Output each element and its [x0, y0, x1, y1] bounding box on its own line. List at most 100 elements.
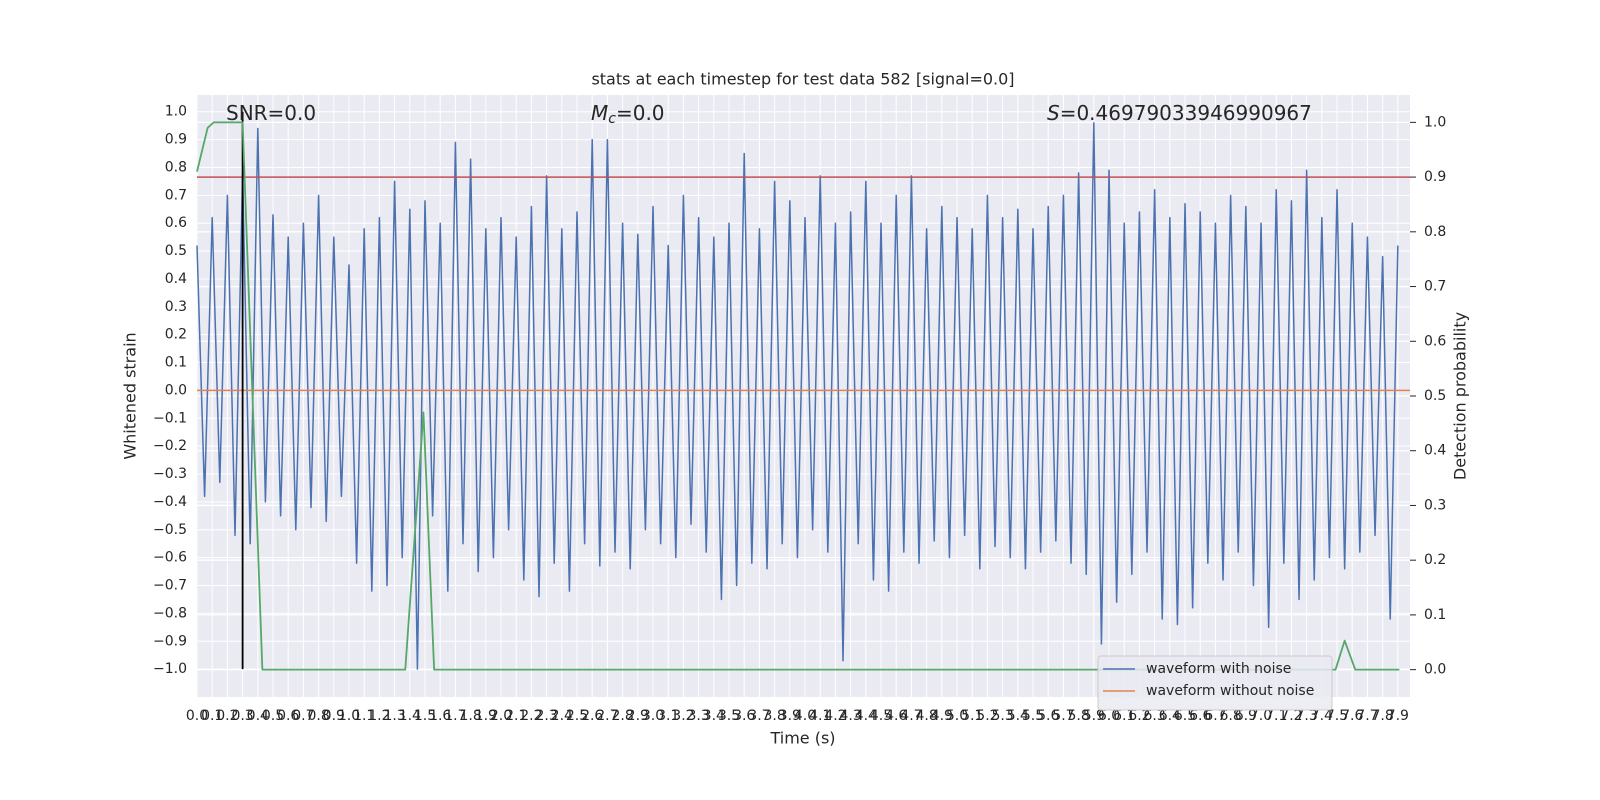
y2-tick-label: 0.7 [1424, 279, 1446, 295]
x-tick-label: 0.0 [186, 708, 208, 724]
x-tick-label: 6.0 [1098, 708, 1120, 724]
x-tick-label: 7.0 [1250, 708, 1272, 724]
x-tick-label: 6.9 [1235, 708, 1257, 724]
y-tick-label: 0.2 [165, 327, 187, 343]
x-tick-label: 0.2 [216, 708, 238, 724]
x-tick-label: 2.7 [596, 708, 618, 724]
x-tick-label: 7.3 [1296, 708, 1318, 724]
y-tick-label: 0.3 [165, 299, 187, 315]
x-tick-label: 3.1 [657, 708, 679, 724]
x-tick-label: 0.7 [292, 708, 314, 724]
y-tick-label: 0.0 [165, 382, 187, 398]
legend-label: waveform with noise [1146, 661, 1291, 677]
x-tick-label: 2.0 [490, 708, 512, 724]
x-tick-label: 5.3 [991, 708, 1013, 724]
x-tick-label: 2.8 [611, 708, 633, 724]
y-tick-label: −0.2 [153, 438, 187, 454]
y-tick-label: −1.0 [153, 661, 187, 677]
x-tick-label: 6.5 [1174, 708, 1196, 724]
y2-tick-label: 0.1 [1424, 607, 1446, 623]
y-tick-label: 0.4 [165, 271, 187, 287]
annotation-text: SNR=0.0 [226, 101, 316, 125]
x-axis-label: Time (s) [769, 729, 835, 748]
y-tick-label: −0.8 [153, 605, 187, 621]
x-tick-label: 6.1 [1113, 708, 1135, 724]
x-tick-label: 1.6 [429, 708, 451, 724]
y-tick-label: −0.6 [153, 550, 187, 566]
x-tick-label: 4.3 [839, 708, 861, 724]
y2-tick-label: 0.9 [1424, 169, 1446, 185]
x-tick-label: 2.6 [581, 708, 603, 724]
x-tick-label: 7.9 [1387, 708, 1409, 724]
series-line [196, 122, 1399, 670]
series-line [196, 121, 1400, 671]
annotation-symbol: S [1047, 101, 1060, 125]
y2-tick-label: 0.5 [1424, 388, 1446, 404]
y-tick-label: 0.1 [165, 355, 187, 371]
x-tick-label: 1.0 [338, 708, 360, 724]
x-tick-label: 3.4 [703, 708, 725, 724]
x-tick-label: 2.5 [566, 708, 588, 724]
x-tick-label: 5.8 [1067, 708, 1089, 724]
x-tick-label: 0.4 [247, 708, 269, 724]
x-tick-label: 7.7 [1356, 708, 1378, 724]
legend-label: waveform without noise [1146, 683, 1314, 699]
x-tick-label: 0.3 [231, 708, 253, 724]
x-tick-label: 3.7 [748, 708, 770, 724]
x-tick-label: 7.1 [1265, 708, 1287, 724]
annotation: S=0.46979033946990967 [1047, 101, 1312, 125]
legend-box [1097, 655, 1333, 711]
x-tick-label: 5.1 [961, 708, 983, 724]
x-tick-label: 5.9 [1083, 708, 1105, 724]
y2-axis-label: Detection probability [1451, 312, 1470, 480]
x-tick-label: 4.2 [824, 708, 846, 724]
y-tick-label: −0.4 [153, 494, 187, 510]
labels: 0.00.10.20.30.40.50.60.70.80.91.01.11.21… [153, 101, 1446, 725]
x-tick-label: 4.0 [794, 708, 816, 724]
x-tick-label: 6.8 [1220, 708, 1242, 724]
x-tick-label: 1.7 [444, 708, 466, 724]
annotation-text: =0.0 [616, 101, 665, 125]
y-tick-label: 0.6 [165, 215, 187, 231]
x-tick-label: 3.8 [763, 708, 785, 724]
x-tick-label: 1.9 [475, 708, 497, 724]
y-tick-label: −0.7 [153, 578, 187, 594]
y-tick-label: 0.7 [165, 187, 187, 203]
x-tick-label: 3.2 [672, 708, 694, 724]
x-tick-label: 5.6 [1037, 708, 1059, 724]
x-tick-label: 1.8 [459, 708, 481, 724]
x-tick-label: 5.0 [946, 708, 968, 724]
marks [196, 111, 1410, 671]
annotation-symbol: M [591, 101, 608, 125]
y2-tick-label: 0.2 [1424, 552, 1446, 568]
y2-tick-label: 0.4 [1424, 443, 1446, 459]
annotation-text: =0.46979033946990967 [1060, 101, 1312, 125]
y2-tick-label: 0.6 [1424, 333, 1446, 349]
x-tick-label: 4.6 [885, 708, 907, 724]
y-tick-label: −0.1 [153, 410, 187, 426]
y2-tick-label: 1.0 [1424, 114, 1446, 130]
x-tick-label: 0.1 [201, 708, 223, 724]
y2-tick-label: 0.0 [1424, 662, 1446, 678]
x-tick-label: 4.1 [809, 708, 831, 724]
x-tick-label: 7.8 [1372, 708, 1394, 724]
annotation: SNR=0.0 [226, 101, 316, 125]
x-tick-label: 3.0 [642, 708, 664, 724]
y-tick-label: 0.9 [165, 132, 187, 148]
y-tick-label: 0.5 [165, 243, 187, 259]
x-tick-label: 2.3 [535, 708, 557, 724]
x-tick-label: 4.4 [855, 708, 877, 724]
x-tick-label: 7.2 [1280, 708, 1302, 724]
x-tick-label: 2.1 [505, 708, 527, 724]
x-tick-label: 3.6 [733, 708, 755, 724]
x-tick-label: 6.6 [1189, 708, 1211, 724]
x-tick-label: 0.5 [262, 708, 284, 724]
x-tick-label: 1.3 [383, 708, 405, 724]
x-tick-label: 1.5 [414, 708, 436, 724]
x-tick-label: 0.9 [323, 708, 345, 724]
x-tick-label: 4.8 [915, 708, 937, 724]
x-tick-label: 3.3 [687, 708, 709, 724]
x-tick-label: 1.1 [353, 708, 375, 724]
x-tick-label: 5.4 [1007, 708, 1029, 724]
